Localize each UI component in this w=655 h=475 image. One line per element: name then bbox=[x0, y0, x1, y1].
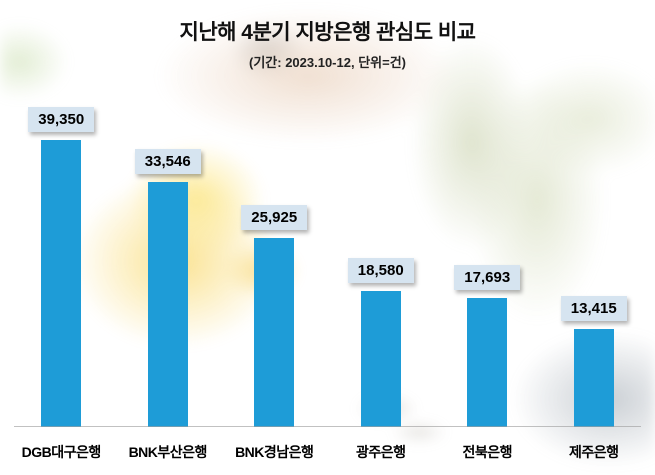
bar-column: 39,350 bbox=[8, 107, 115, 427]
bar-value-label: 17,693 bbox=[454, 265, 521, 290]
bar-category-label: 전북은행 bbox=[462, 444, 513, 460]
bar bbox=[360, 291, 401, 427]
bar-value-label: 33,546 bbox=[134, 149, 201, 174]
bar-value-label: 18,580 bbox=[347, 258, 414, 283]
bar bbox=[467, 298, 508, 427]
bar bbox=[254, 238, 295, 427]
bar-category-label: DGB대구은행 bbox=[21, 444, 102, 460]
x-axis-baseline bbox=[14, 426, 641, 427]
bar-column: 33,546 bbox=[115, 149, 222, 427]
bar bbox=[147, 182, 188, 427]
bar-column: 17,693 bbox=[434, 265, 541, 427]
chart-title: 지난해 4분기 지방은행 관심도 비교 bbox=[179, 21, 477, 44]
bar-value-label: 13,415 bbox=[560, 296, 627, 321]
bar-value-label: 25,925 bbox=[241, 205, 308, 230]
bar bbox=[573, 329, 614, 427]
bar-category-label: BNK경남은행 bbox=[235, 444, 314, 460]
bar-column: 25,925 bbox=[221, 205, 328, 427]
bar-column: 18,580 bbox=[328, 258, 435, 427]
bar bbox=[41, 140, 82, 427]
chart-subtitle: (기간: 2023.10-12, 단위=건) bbox=[249, 55, 406, 70]
bar-category-label: 광주은행 bbox=[355, 444, 406, 460]
bar-value-label: 39,350 bbox=[28, 107, 95, 132]
bar-category-label: BNK부산은행 bbox=[128, 444, 208, 460]
bars-area: 39,350 33,546 25,925 18,580 17,693 13,41… bbox=[8, 105, 647, 427]
category-labels: DGB대구은행 BNK부산은행 BNK경남은행 광주은행 전북은행 제주은행 bbox=[8, 439, 647, 465]
bar-category-label: 제주은행 bbox=[568, 444, 619, 460]
bar-column: 13,415 bbox=[541, 296, 648, 427]
